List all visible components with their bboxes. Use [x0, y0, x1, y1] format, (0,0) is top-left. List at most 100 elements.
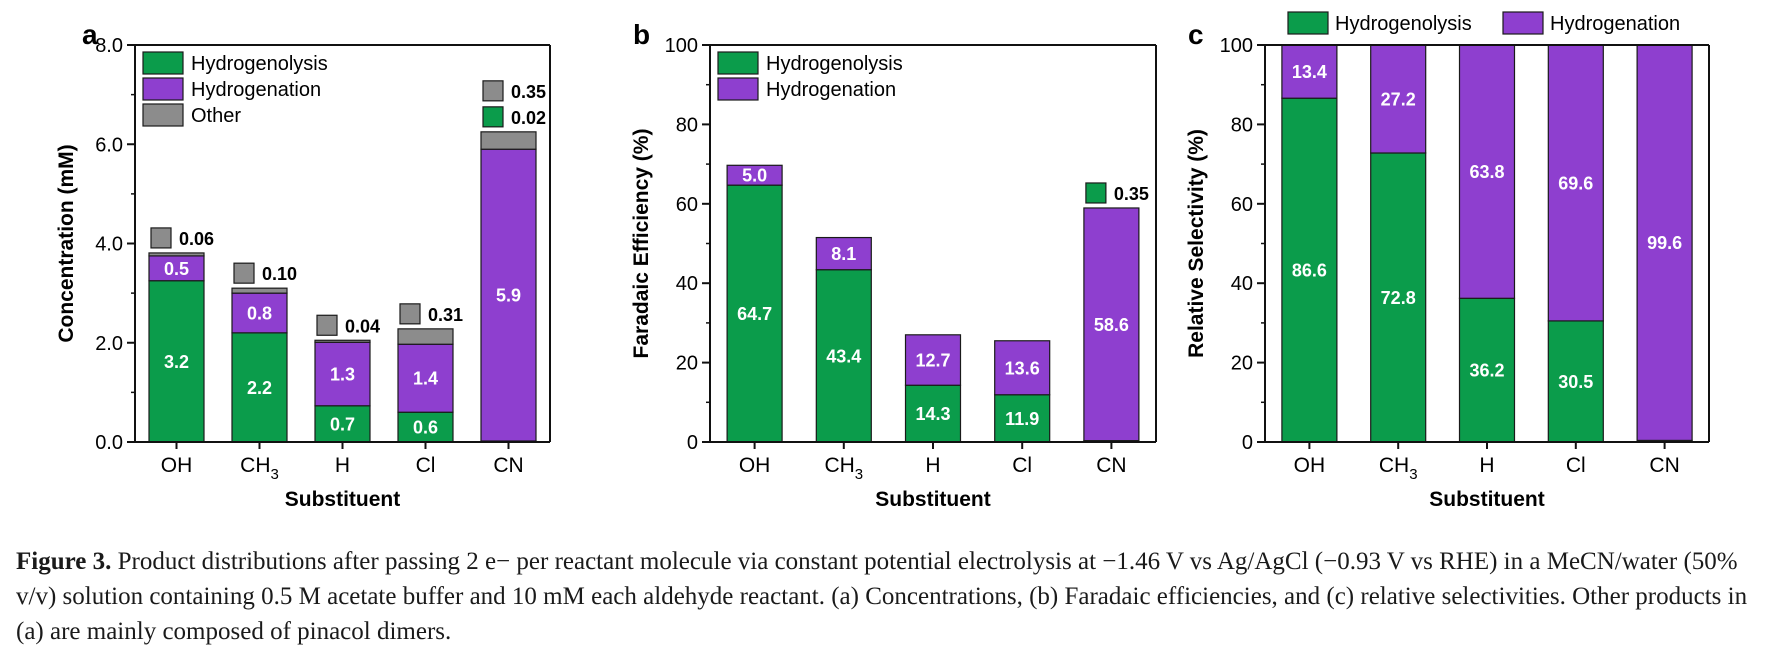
bar-hydrogenation-h: [1458, 44, 1516, 299]
bar-hydrogenation-cn: [1083, 207, 1140, 442]
panel-letter: c: [1188, 19, 1204, 50]
x-tick-label-cn: CN: [1649, 454, 1679, 477]
x-tick-label-h: H: [925, 454, 940, 477]
legend-swatch-hydrogenation: [717, 77, 759, 101]
bar-hydrogenation-ch3: [815, 236, 872, 271]
bar-hydrogenolysis-ch3: [815, 269, 872, 443]
x-tick-label-cl: Cl: [1566, 454, 1586, 477]
data-label-hydrogenolysis-ch3: 43.4: [826, 346, 861, 366]
x-axis-title: Substituent: [875, 488, 991, 511]
x-tick-label-oh: OH: [1294, 454, 1326, 477]
y-tick-label: 100: [1220, 35, 1253, 57]
y-tick-label: 4.0: [95, 234, 123, 256]
panel-letter: b: [633, 19, 650, 50]
data-label-hydrogenation-cl: 69.6: [1558, 173, 1593, 193]
legend-label-hydrogenolysis: Hydrogenolysis: [191, 53, 328, 75]
data-label-hydrogenation-h: 1.3: [330, 365, 355, 385]
panel-b: b 64.7 5.0 43.4 8.1 14.3 12.7 11.9 13.6 58.6 0.35 0…: [630, 19, 1157, 511]
data-label-hydrogenation-h: 12.7: [915, 351, 950, 371]
callout-value-cn: 0.35: [1114, 184, 1149, 204]
bar-other-cl: [397, 328, 454, 345]
data-label-hydrogenolysis-oh: 3.2: [164, 352, 189, 372]
figure-caption: Figure 3. Product distributions after pa…: [16, 544, 1778, 649]
panel-letter: a: [82, 19, 98, 50]
legend-label-hydrogenation: Hydrogenation: [191, 79, 321, 101]
legend-label-hydrogenolysis: Hydrogenolysis: [1335, 13, 1472, 35]
y-tick-label: 80: [1231, 114, 1253, 136]
callout-value-cn: 0.02: [511, 108, 546, 128]
legend-label-hydrogenation: Hydrogenation: [1550, 13, 1680, 35]
y-tick-label: 0.0: [95, 432, 123, 454]
data-label-hydrogenolysis-h: 14.3: [915, 404, 950, 424]
data-label-hydrogenation-cn: 99.6: [1647, 233, 1682, 253]
data-label-hydrogenation-cl: 13.6: [1005, 358, 1040, 378]
callout-value-cl: 0.31: [428, 305, 463, 325]
x-axis-title: Substituent: [1429, 488, 1545, 511]
bar-hydrogenation-h: [314, 341, 371, 407]
x-tick-label-h: H: [1479, 454, 1494, 477]
callout-swatch-cn: [1085, 182, 1107, 204]
bar-hydrogenation-ch3: [231, 292, 288, 334]
bar-hydrogenolysis-oh: [148, 280, 205, 443]
data-label-hydrogenation-oh: 13.4: [1292, 62, 1327, 82]
bar-hydrogenation-h: [904, 334, 962, 386]
bar-hydrogenolysis-h: [904, 384, 962, 443]
callout-swatch-h: [316, 314, 338, 336]
x-tick-label-ch3: CH3: [1379, 454, 1418, 483]
x-tick-label-ch3: CH3: [824, 454, 863, 483]
panel-a: a3.20.52.20.80.71.30.61.45.90.060.100.04…: [55, 19, 551, 511]
data-label-hydrogenation-h: 63.8: [1469, 162, 1504, 182]
callout-swatch-cn: [482, 106, 504, 128]
legend-swatch-hydrogenolysis: [717, 51, 759, 75]
y-tick-label: 40: [1231, 273, 1253, 295]
x-tick-label-oh: OH: [161, 454, 193, 477]
legend-swatch-hydrogenolysis: [1287, 11, 1329, 35]
bar-hydrogenation-cl: [994, 340, 1051, 396]
legend-label-hydrogenation: Hydrogenation: [766, 79, 896, 101]
y-tick-label: 6.0: [95, 134, 123, 156]
bar-hydrogenolysis-ch3: [231, 332, 288, 443]
data-label-hydrogenolysis-oh: 86.6: [1292, 261, 1327, 281]
bar-hydrogenation-oh: [726, 164, 783, 186]
data-label-hydrogenation-ch3: 0.8: [247, 303, 272, 323]
caption-label: Figure 3.: [16, 548, 112, 575]
legend-label-other: Other: [191, 105, 241, 127]
callout-value-oh: 0.06: [179, 229, 214, 249]
x-tick-label-oh: OH: [739, 454, 771, 477]
legend-swatch-hydrogenation: [1502, 11, 1544, 35]
y-axis-title: Relative Selectivity (%): [1185, 129, 1208, 358]
bar-other-h: [314, 339, 371, 343]
bar-hydrogenation-cl: [1547, 44, 1604, 322]
data-label-hydrogenation-cl: 1.4: [413, 369, 438, 389]
y-tick-label: 20: [676, 353, 698, 375]
callout-swatch-cl: [399, 303, 421, 325]
y-tick-label: 20: [1231, 353, 1253, 375]
data-label-hydrogenolysis-cl: 11.9: [1005, 409, 1039, 429]
y-tick-label: 100: [665, 35, 698, 57]
x-tick-label-cn: CN: [1096, 454, 1126, 477]
data-label-hydrogenation-cn: 5.9: [496, 286, 521, 306]
bar-hydrogenation-cl: [397, 343, 454, 413]
y-tick-label: 40: [676, 273, 698, 295]
bar-other-ch3: [231, 287, 288, 294]
data-label-hydrogenation-cn: 58.6: [1094, 315, 1129, 335]
legend-swatch-hydrogenation: [142, 77, 184, 101]
bar-hydrogenation-ch3: [1370, 44, 1427, 154]
callout-value-cn: 0.35: [511, 82, 546, 102]
data-label-hydrogenolysis-ch3: 72.8: [1381, 288, 1416, 308]
bar-other-cn: [480, 131, 537, 150]
legend-swatch-other: [142, 103, 184, 127]
data-label-hydrogenation-oh: 5.0: [742, 166, 767, 186]
panel-c: c 86.6 13.4 72.8 27.2 36.2 63.8 30.5 69.6 99.6 0 20…: [1185, 11, 1710, 511]
y-tick-label: 8.0: [95, 35, 123, 57]
data-label-hydrogenolysis-cl: 30.5: [1558, 372, 1593, 392]
callout-value-ch3: 0.10: [262, 264, 297, 284]
bar-hydrogenation-oh: [1281, 44, 1338, 99]
data-label-hydrogenolysis-cl: 0.6: [413, 418, 438, 438]
figure-3-charts: a3.20.52.20.80.71.30.61.45.90.060.100.04…: [55, 11, 1710, 511]
x-tick-label-ch3: CH3: [240, 454, 279, 483]
y-tick-label: 0: [687, 432, 698, 454]
data-label-hydrogenolysis-h: 36.2: [1469, 361, 1504, 381]
y-tick-label: 80: [676, 114, 698, 136]
y-tick-label: 60: [676, 194, 698, 216]
